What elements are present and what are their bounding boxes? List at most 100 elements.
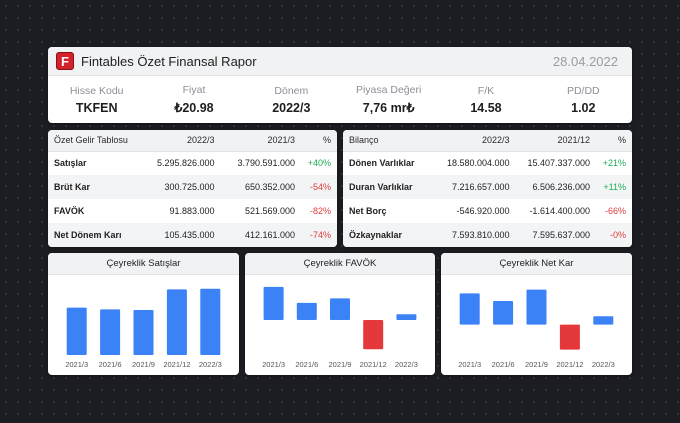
cell-value: 18.580.004.000 [446, 158, 510, 169]
column-header: 2022/3 [140, 130, 221, 152]
change-percent: -54% [301, 175, 337, 199]
chart-bar [559, 324, 580, 350]
cell-value: 105.435.000 [140, 223, 221, 247]
metric-value: 14.58 [470, 100, 502, 115]
table-row: Brüt Kar 300.725.000 650.352.000 -54% [48, 175, 337, 199]
chart-bar [330, 298, 350, 320]
metric-value: 1.02 [571, 100, 596, 115]
chart-bar [66, 307, 87, 355]
change-percent: +11% [596, 175, 632, 199]
quarterly-sales-chart: 2021/3 2021/6 2021/9 2021/12 2022/3 [65, 288, 222, 369]
cell-value: 7.593.810.000 [435, 223, 516, 247]
income-statement-table: Özet Gelir Tablosu 2022/3 2021/3 % Satış… [48, 130, 337, 247]
change-percent: +21% [602, 158, 626, 169]
chart-bar [296, 302, 317, 320]
cell-value: 7.595.637.000 [515, 223, 596, 247]
row-label: Özkaynaklar [343, 223, 435, 247]
x-tick-label: 2021/12 [163, 360, 190, 369]
column-header: 2021/12 [515, 130, 596, 152]
balance-sheet-table: Bilanço 2022/3 2021/12 % Dönen Varlıklar… [343, 130, 632, 247]
table-row: Satışlar 5.295.826.000 3.790.591.000 +40… [48, 151, 337, 175]
chart-bar [200, 288, 221, 355]
column-header: Bilanço [343, 130, 435, 152]
x-tick-label: 2021/6 [295, 360, 318, 369]
cell-value: 412.161.000 [220, 223, 301, 247]
x-tick-label: 2022/3 [592, 360, 615, 369]
row-label: Dönen Varlıklar [349, 158, 415, 169]
chart-bar [100, 309, 121, 355]
chart-bar [133, 310, 154, 355]
change-percent: -74% [301, 223, 337, 247]
report-date: 28.04.2022 [552, 53, 618, 69]
x-tick-label: 2021/12 [360, 360, 387, 369]
x-tick-label: 2021/12 [556, 360, 583, 369]
x-tick-label: 2022/3 [199, 360, 222, 369]
x-tick-label: 2022/3 [395, 360, 418, 369]
metric-price: Fiyat ₺20.98 [145, 76, 242, 123]
x-tick-label: 2021/9 [132, 360, 155, 369]
metric-label: Dönem [274, 84, 309, 97]
quarterly-net-profit-chart-card: Çeyreklik Net Kar 2021/3 2021/6 2021/9 2021… [441, 253, 632, 375]
quarterly-sales-chart-card: Çeyreklik Satışlar 2021/3 2021/6 2021/9 202… [48, 253, 239, 375]
chart-bar [493, 300, 514, 325]
x-tick-label: 2021/6 [99, 360, 122, 369]
metric-value: 7,76 mr₺ [362, 101, 415, 115]
column-header: 2022/3 [435, 130, 516, 152]
metric-period: Dönem 2022/3 [243, 76, 340, 123]
x-tick-label: 2021/6 [492, 360, 515, 369]
column-header: 2021/3 [220, 130, 301, 152]
quarterly-net-profit-chart: 2021/3 2021/6 2021/9 2021/12 2022/3 [458, 289, 615, 369]
cell-value: 7.216.657.000 [435, 175, 516, 199]
quarterly-ebitda-chart: 2021/3 2021/6 2021/9 2021/12 2022/3 [262, 286, 418, 369]
table-row: Duran Varlıklar 7.216.657.000 6.506.236.… [343, 175, 632, 199]
row-label: Satışlar [54, 158, 87, 169]
cell-value: 5.295.826.000 [156, 158, 215, 169]
fintables-logo-icon: F [56, 52, 74, 70]
table-row: Özkaynaklar 7.593.810.000 7.595.637.000 … [343, 223, 632, 247]
table-row: Net Borç -546.920.000 -1.614.400.000 -66… [343, 199, 632, 223]
cell-value: 15.407.337.000 [527, 158, 590, 169]
chart-title: Çeyreklik FAVÖK [245, 253, 435, 275]
table-row: Net Dönem Karı 105.435.000 412.161.000 -… [48, 223, 337, 247]
quarterly-ebitda-chart-card: Çeyreklik FAVÖK 2021/3 2021/6 2021/9 2021/1… [245, 253, 435, 375]
column-header: % [301, 130, 337, 152]
chart-bar [459, 293, 480, 325]
income-statement-card: Özet Gelir Tablosu 2022/3 2021/3 % Satış… [48, 130, 337, 247]
change-percent: -0% [596, 223, 632, 247]
cell-value: 300.725.000 [140, 175, 221, 199]
row-label: FAVÖK [54, 206, 85, 216]
cell-value: -1.614.400.000 [529, 206, 590, 216]
report-header-card: F Fintables Özet Finansal Rapor 28.04.20… [48, 47, 632, 123]
metric-value: 2022/3 [272, 100, 311, 115]
chart-title: Çeyreklik Satışlar [48, 253, 239, 275]
metric-value: ₺20.98 [174, 101, 214, 115]
report-header-bar: F Fintables Özet Finansal Rapor 28.04.20… [48, 47, 632, 76]
x-tick-label: 2021/9 [329, 360, 352, 369]
cell-value: 521.569.000 [244, 206, 295, 216]
metric-pb: PD/DD 1.02 [535, 76, 632, 123]
metric-label: PD/DD [566, 84, 600, 97]
chart-title: Çeyreklik Net Kar [441, 253, 632, 275]
metric-label: Hisse Kodu [69, 84, 124, 97]
metric-market-cap: Piyasa Değeri 7,76 mr₺ [340, 76, 437, 123]
metric-ticker: Hisse Kodu TKFEN [48, 76, 145, 123]
row-label: Net Borç [349, 206, 387, 216]
row-label: Brüt Kar [48, 175, 140, 199]
row-label: Net Dönem Karı [48, 223, 140, 247]
cell-value: 650.352.000 [220, 175, 301, 199]
chart-bar [593, 316, 614, 325]
row-label: Duran Varlıklar [343, 175, 435, 199]
metric-value: TKFEN [75, 100, 118, 115]
chart-bar [396, 314, 417, 320]
table-header-row: Özet Gelir Tablosu 2022/3 2021/3 % [48, 130, 337, 152]
chart-bar [363, 320, 384, 350]
report-title: Fintables Özet Finansal Rapor [81, 53, 257, 69]
x-tick-label: 2021/9 [525, 360, 548, 369]
column-header: % [596, 130, 632, 152]
chart-bar [526, 289, 547, 325]
x-tick-label: 2021/3 [65, 360, 88, 369]
x-tick-label: 2021/3 [458, 360, 481, 369]
table-header-row: Bilanço 2022/3 2021/12 % [343, 130, 632, 152]
column-header: Özet Gelir Tablosu [48, 130, 140, 152]
cell-value: 3.790.591.000 [237, 158, 295, 169]
